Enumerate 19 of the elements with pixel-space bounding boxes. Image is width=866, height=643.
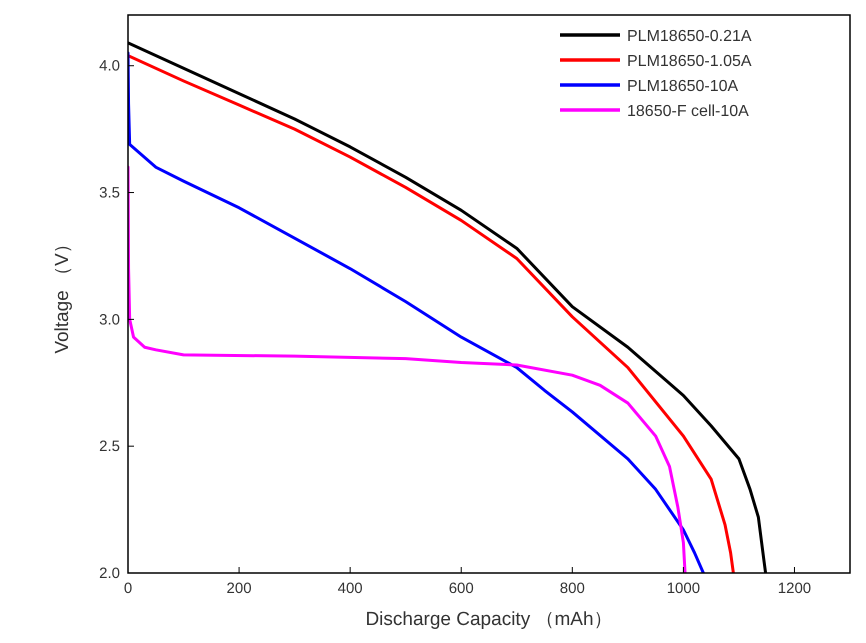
legend-label: PLM18650-10A xyxy=(627,78,739,95)
x-tick-label: 0 xyxy=(124,580,132,597)
line-series xyxy=(128,166,687,573)
legend-label: PLM18650-0.21A xyxy=(627,28,752,45)
x-tick-label: 1000 xyxy=(666,580,700,597)
y-tick-label: 3.5 xyxy=(99,184,120,202)
x-tick-label: 600 xyxy=(448,580,474,597)
y-axis-title: Voltage （V） xyxy=(52,234,73,354)
legend-label: PLM18650-1.05A xyxy=(627,53,752,70)
x-tick-label: 1200 xyxy=(778,580,812,597)
x-tick-label: 800 xyxy=(560,580,585,597)
y-tick-label: 3.0 xyxy=(99,311,120,328)
y-tick-label: 2.5 xyxy=(99,438,120,456)
x-tick-label: 200 xyxy=(226,580,252,597)
x-axis-title: Discharge Capacity （mAh） xyxy=(365,609,613,630)
y-tick-label: 2.0 xyxy=(99,565,120,582)
y-tick-label: 4.0 xyxy=(99,58,120,75)
legend-label: 18650-F cell-10A xyxy=(627,103,750,120)
x-tick-label: 400 xyxy=(338,580,363,597)
